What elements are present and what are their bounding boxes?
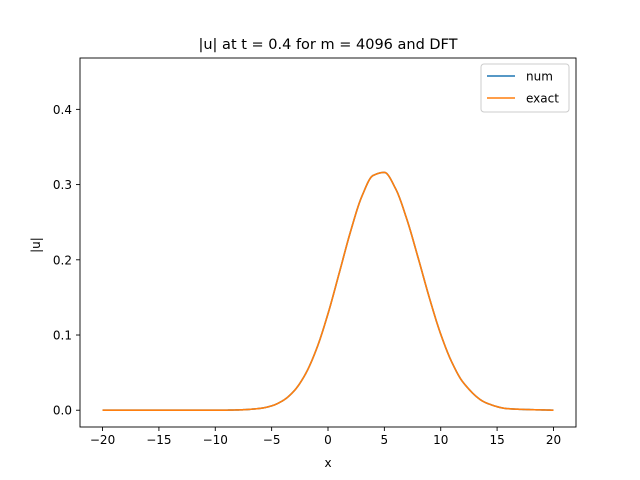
x-tick-label: −20 [90,433,115,447]
x-tick-label: 20 [546,433,561,447]
series-line-exact [102,171,554,412]
y-tick-label: 0.1 [53,329,72,343]
x-tick-label: 10 [433,433,448,447]
x-tick-label: 5 [381,433,389,447]
chart-title: |u| at t = 0.4 for m = 4096 and DFT [198,37,457,53]
x-tick-label: −5 [263,433,281,447]
x-tick-label: 0 [324,433,332,447]
x-axis: −20 −15 −10 −5 0 5 10 15 20 [90,427,561,447]
y-tick-label: 0.3 [53,178,72,192]
y-tick-label: 0.0 [53,404,72,418]
legend-label-exact: exact [526,92,559,106]
y-axis: 0.0 0.1 0.2 0.3 0.4 [53,103,80,418]
x-axis-label: x [324,456,331,470]
y-tick-label: 0.2 [53,253,72,267]
y-axis-label: |u| [29,237,43,253]
x-tick-label: −10 [203,433,228,447]
legend-label-num: num [526,70,553,84]
x-tick-label: −15 [146,433,171,447]
x-tick-label: 15 [489,433,504,447]
y-tick-label: 0.4 [53,103,72,117]
legend: num exact [480,63,570,113]
